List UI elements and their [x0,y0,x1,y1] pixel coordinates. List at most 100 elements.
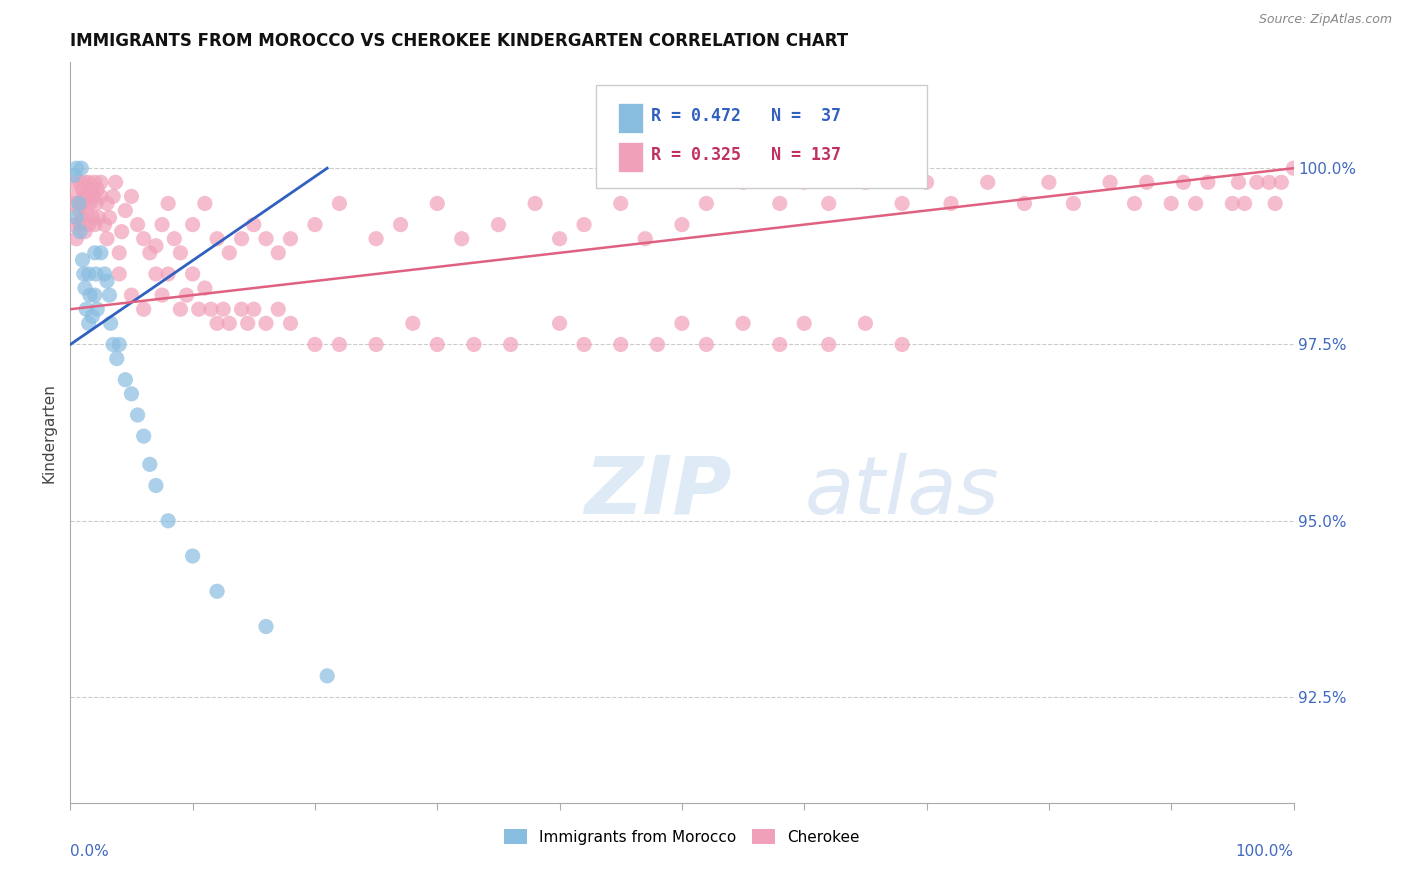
Point [316,669,339,683]
Point [157,196,180,211]
FancyBboxPatch shape [619,143,643,172]
Point [548,232,571,246]
Point [1160,196,1182,211]
Point [254,619,277,633]
Point [101,337,124,351]
Point [169,245,191,260]
Point [63,168,86,182]
Point [98,211,121,225]
Point [69,225,91,239]
Point [79,288,101,302]
Point [77,267,100,281]
Text: R = 0.325   N = 137: R = 0.325 N = 137 [651,146,841,164]
Point [93,218,115,232]
Point [121,189,143,203]
Point [1038,175,1060,189]
Point [205,316,228,330]
Point [73,175,96,189]
Point [366,232,388,246]
Point [176,288,198,302]
Point [163,232,186,246]
Point [169,302,191,317]
Point [254,316,277,330]
Point [1282,161,1305,176]
Point [1173,175,1195,189]
Point [1197,175,1219,189]
Point [389,218,412,232]
Point [891,337,914,351]
Point [83,175,105,189]
Point [96,274,118,288]
Point [634,232,657,246]
Point [90,189,112,203]
Point [304,337,326,351]
Point [572,337,595,351]
Point [77,218,100,232]
Point [69,175,91,189]
Point [83,189,105,203]
Point [87,211,110,225]
Point [194,196,217,211]
Text: R = 0.472   N =  37: R = 0.472 N = 37 [651,108,841,126]
Point [121,288,143,302]
Point [328,337,350,351]
Point [108,245,131,260]
Point [65,161,87,176]
Point [366,337,388,351]
Point [267,302,290,317]
Point [976,175,998,189]
Point [77,175,100,189]
Point [139,458,162,472]
Point [236,316,259,330]
Point [82,211,104,225]
Point [328,196,350,211]
Point [150,218,173,232]
Point [84,196,107,211]
Point [73,225,96,239]
Point [1123,196,1146,211]
Point [218,245,240,260]
Point [817,196,839,211]
Point [769,337,792,351]
FancyBboxPatch shape [596,85,927,188]
Point [1014,196,1036,211]
Point [610,337,633,351]
Point [73,267,96,281]
Point [72,182,94,196]
Text: Source: ZipAtlas.com: Source: ZipAtlas.com [1258,13,1392,27]
Point [82,310,104,324]
Point [855,316,877,330]
Point [793,316,815,330]
Point [524,196,547,211]
Point [114,373,136,387]
Point [83,245,105,260]
Point [101,189,124,203]
Point [90,175,112,189]
Point [671,316,693,330]
Point [70,161,93,176]
Point [127,408,149,422]
Point [939,196,962,211]
Point [1062,196,1084,211]
Point [63,218,86,232]
Point [1184,196,1206,211]
Point [132,429,155,443]
Point [817,337,839,351]
Point [610,196,633,211]
Point [100,316,122,330]
Point [243,218,266,232]
Point [145,239,167,253]
Legend: Immigrants from Morocco, Cherokee: Immigrants from Morocco, Cherokee [498,822,866,851]
Point [1220,196,1243,211]
Point [548,316,571,330]
Point [104,175,127,189]
Point [205,232,228,246]
Point [86,302,108,317]
Point [157,267,180,281]
Point [139,245,162,260]
Point [65,189,87,203]
Point [212,302,235,317]
Point [121,387,143,401]
Point [98,288,121,302]
FancyBboxPatch shape [619,103,643,133]
